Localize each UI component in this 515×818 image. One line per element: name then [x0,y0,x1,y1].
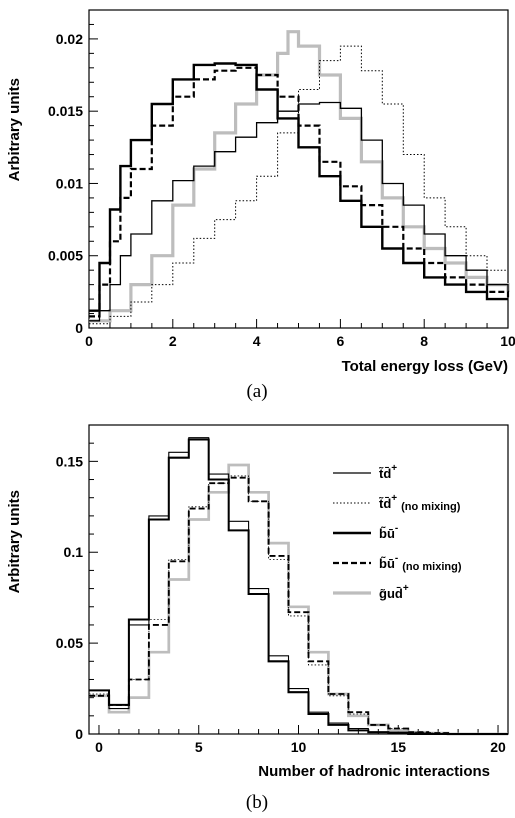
y-tick-label-a: 0.005 [48,248,83,264]
x-tick-label-a: 4 [253,333,261,349]
x-tick-label-b: 5 [195,739,203,755]
series-a-td_nomix [89,45,509,325]
series-b-td_nomix [89,475,508,735]
y-tick-label-b: 0.05 [56,635,83,651]
caption-b: (b) [246,792,268,813]
series-a-bu [89,62,508,312]
y-tick-label-a: 0.015 [48,103,83,119]
plot-frame-b [88,424,509,735]
series-b-bu [89,438,508,736]
legend-label-td: t̃d̄+ [379,463,397,481]
x-tick-label-b: 20 [490,739,506,755]
series-a-bu_nomix [89,66,510,318]
y-tick-label-a: 0 [75,320,83,336]
x-tick-label-b: 15 [390,739,406,755]
legend-label-td_nomix: t̃d̄+(no mixing) [379,493,461,513]
x-tick-label-a: 6 [337,333,345,349]
panel-a: 0 2 4 6 8 10 0 0.005 0.01 0.015 0.02 Arbitrary uni… [6,9,515,402]
x-tick-label-a: 10 [500,333,515,349]
ticks-a: 0 2 4 6 8 10 0 0.005 0.01 0.015 0.02 [48,9,515,349]
legend-sup-td: + [391,463,397,474]
legend-label-bu_nomix: b̃ū-(no mixing) [379,553,462,573]
series-b [89,437,508,736]
series-a [89,30,510,325]
y-tick-label-b: 0.1 [64,544,84,560]
series-b-td [89,437,508,735]
y-tick-label-b: 0 [75,726,83,742]
legend-sup-bu_nomix: - [395,553,398,564]
legend-sup-gud: + [403,583,409,594]
x-tick-label-a: 2 [169,333,177,349]
x-tick-label-a: 8 [420,333,428,349]
x-axis-title-a: Total energy loss (GeV) [342,358,508,375]
ticks-b: 0 5 10 15 20 0 0.05 0.1 0.15 [56,424,506,755]
legend-note-bu_nomix: (no mixing) [402,561,462,573]
y-axis-title-b: Arbitrary units [6,490,23,593]
x-tick-label-b: 0 [95,739,103,755]
series-b-bu_nomix [89,476,508,735]
caption-a: (a) [246,381,267,402]
legend-note-td_nomix: (no mixing) [401,501,461,513]
x-tick-label-a: 0 [85,333,93,349]
legend-sup-td_nomix: + [391,493,397,504]
legend-label-bu: b̃ū- [379,523,398,541]
legend-label-gud: g̃ud̄+ [379,583,409,601]
legend-sup-bu: - [395,523,398,534]
legend-b: t̃d̄+t̃d̄+(no mixing)b̃ū-b̃ū-(no mixing)… [333,463,462,601]
panel-b: 0 5 10 15 20 0 0.05 0.1 0.15 Arbitrary units Num… [6,424,509,813]
y-tick-label-b: 0.15 [56,453,83,469]
x-tick-label-b: 10 [291,739,307,755]
x-axis-title-b: Number of hadronic interactions [258,763,490,780]
y-axis-title-a: Arbitrary units [6,78,23,181]
y-tick-label-a: 0.02 [56,31,83,47]
y-tick-label-a: 0.01 [56,175,83,191]
